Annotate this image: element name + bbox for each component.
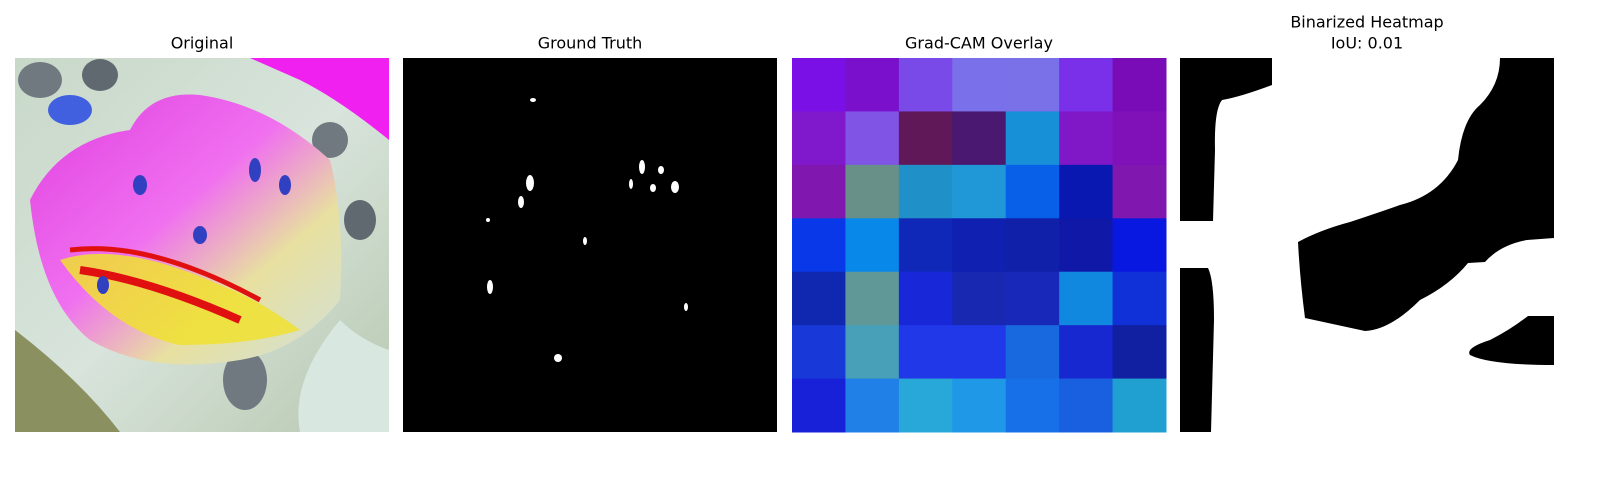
heat-cell xyxy=(845,111,900,166)
heat-cell xyxy=(1112,218,1167,273)
heat-cell xyxy=(1112,271,1167,326)
heat-cell xyxy=(952,325,1007,380)
heat-cell xyxy=(792,271,846,326)
panel-title: Grad-CAM Overlay xyxy=(905,34,1053,53)
heat-cell xyxy=(1005,58,1060,112)
panel-title: Original xyxy=(171,34,234,53)
gradcam-overlay xyxy=(792,58,1167,433)
heat-cell xyxy=(845,271,900,326)
heat-cell xyxy=(1112,58,1167,112)
heat-cell xyxy=(952,271,1007,326)
heat-cell xyxy=(898,58,953,112)
heat-cell xyxy=(1005,164,1060,219)
heat-cell xyxy=(1059,164,1114,219)
heat-cell xyxy=(952,164,1007,219)
heat-cell xyxy=(898,325,953,380)
heat-cell xyxy=(845,325,900,380)
heat-cell xyxy=(792,325,846,380)
heat-cell xyxy=(845,164,900,219)
heat-cell xyxy=(1059,271,1114,326)
heat-cell xyxy=(1005,271,1060,326)
heat-cell xyxy=(1005,378,1060,433)
heat-cell xyxy=(792,58,846,112)
heat-cell xyxy=(952,58,1007,112)
heat-cell xyxy=(1112,164,1167,219)
heat-cell xyxy=(792,378,846,433)
original-image xyxy=(15,58,389,432)
heat-cell xyxy=(792,218,846,273)
heat-cell xyxy=(792,111,846,166)
heat-cell xyxy=(1112,325,1167,380)
heat-cell xyxy=(1005,325,1060,380)
heat-cell xyxy=(952,218,1007,273)
heat-cell xyxy=(898,164,953,219)
heat-cell xyxy=(845,378,900,433)
heat-cell xyxy=(1059,58,1114,112)
heat-cell xyxy=(898,111,953,166)
heat-cell xyxy=(792,164,846,219)
heat-cell xyxy=(952,111,1007,166)
heat-cell xyxy=(845,58,900,112)
heat-cell xyxy=(898,271,953,326)
binarized-heatmap xyxy=(1180,58,1554,432)
heat-cell xyxy=(1059,111,1114,166)
heat-cell xyxy=(1112,378,1167,433)
ground-truth-mask xyxy=(403,58,777,432)
heat-cell xyxy=(1112,111,1167,166)
panel-title: Binarized Heatmap xyxy=(1290,13,1443,32)
heat-cell xyxy=(1059,325,1114,380)
heat-cell xyxy=(952,378,1007,433)
heat-cell xyxy=(898,378,953,433)
heat-cell xyxy=(1059,218,1114,273)
panel-title: Ground Truth xyxy=(538,34,643,53)
heat-cell xyxy=(1005,218,1060,273)
heat-cell xyxy=(1059,378,1114,433)
heat-cell xyxy=(1005,111,1060,166)
panel-title: IoU: 0.01 xyxy=(1331,34,1403,53)
heat-cell xyxy=(845,218,900,273)
heat-cell xyxy=(898,218,953,273)
